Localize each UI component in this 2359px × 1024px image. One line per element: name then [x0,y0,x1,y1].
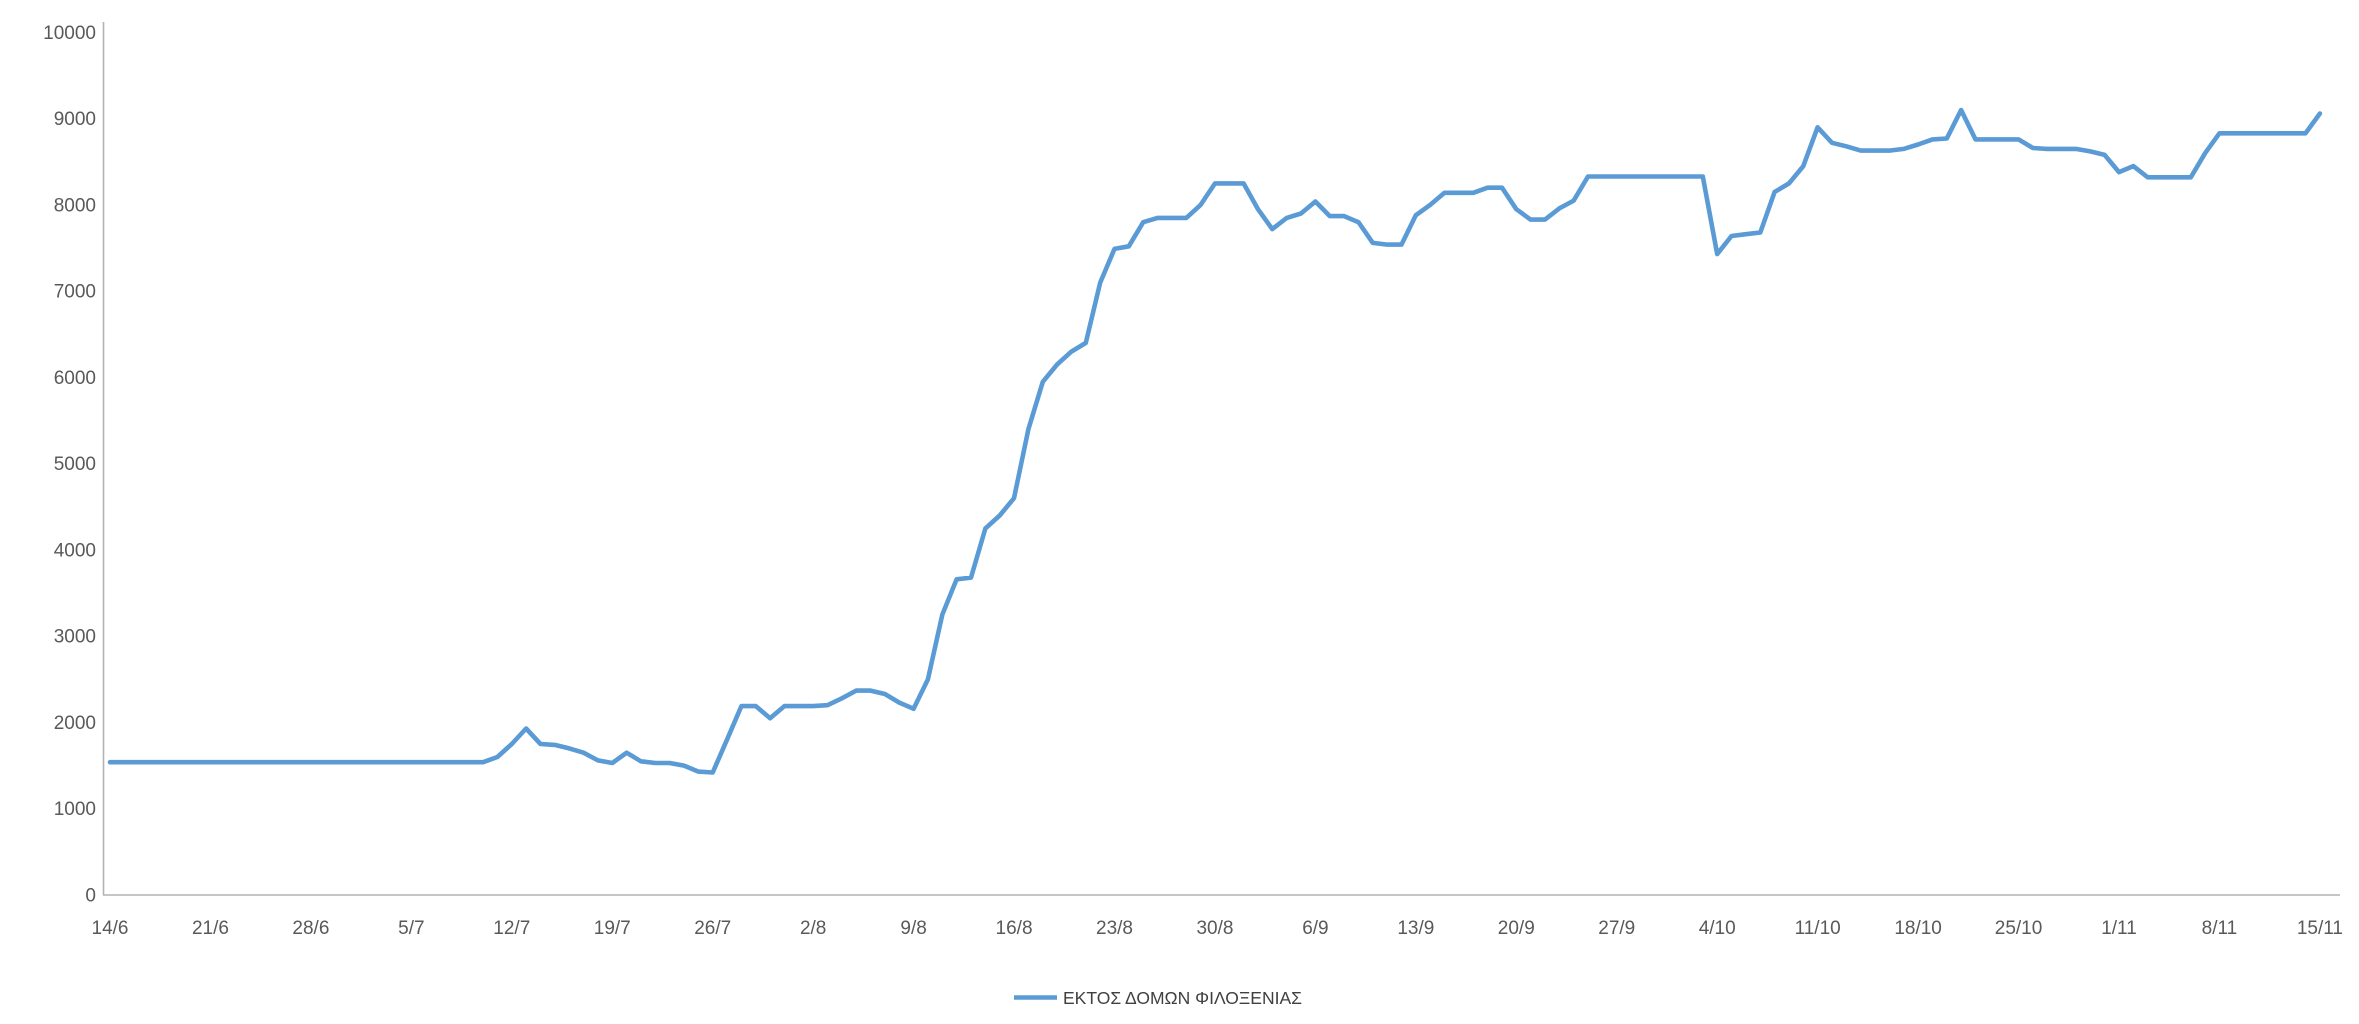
x-tick-label: 13/9 [1397,918,1434,939]
x-tick-label: 16/8 [996,918,1033,939]
x-tick-label: 30/8 [1196,918,1233,939]
x-tick-label: 15/11 [2297,918,2343,939]
x-tick-label: 2/8 [800,918,826,939]
x-tick-label: 11/10 [1795,918,1841,939]
x-tick-label: 1/11 [2101,918,2137,939]
x-tick-label: 26/7 [694,918,731,939]
x-tick-label: 27/9 [1598,918,1635,939]
x-tick-label: 28/6 [292,918,329,939]
y-tick-label: 0 [85,886,96,907]
x-tick-label: 19/7 [594,918,631,939]
y-axis-labels: 0 1000 2000 3000 4000 5000 6000 7000 8000 9000 100… [43,23,96,907]
y-tick-label: 5000 [54,454,96,475]
x-tick-label: 14/6 [92,918,129,939]
x-tick-label: 8/11 [2202,918,2238,939]
series-line [107,107,2323,775]
x-tick-label: 12/7 [493,918,530,939]
y-tick-label: 4000 [54,540,96,561]
x-tick-label: 5/7 [398,918,424,939]
legend-label: ΕΚΤΟΣ ΔΟΜΩΝ ΦΙΛΟΞΕΝΙΑΣ [1063,988,1302,1008]
x-tick-label: 21/6 [192,918,229,939]
y-tick-label: 2000 [54,713,96,734]
y-tick-label: 1000 [54,799,96,820]
y-tick-label: 9000 [54,109,96,130]
x-tick-label: 20/9 [1498,918,1535,939]
y-tick-label: 8000 [54,195,96,216]
x-tick-label: 6/9 [1302,918,1328,939]
x-tick-label: 25/10 [1995,918,2043,939]
y-tick-label: 7000 [54,282,96,303]
x-tick-label: 4/10 [1699,918,1736,939]
y-tick-label: 3000 [54,627,96,648]
x-tick-label: 23/8 [1096,918,1133,939]
x-tick-label: 18/10 [1894,918,1942,939]
x-tick-label: 9/8 [900,918,926,939]
x-axis-labels: 14/6 21/6 28/6 5/7 12/7 19/7 26/7 2/8 9/8 16/8 23/… [92,918,2343,939]
legend: ΕΚΤΟΣ ΔΟΜΩΝ ΦΙΛΟΞΕΝΙΑΣ [1014,988,1302,1008]
y-tick-label: 10000 [43,23,96,44]
y-tick-label: 6000 [54,368,96,389]
